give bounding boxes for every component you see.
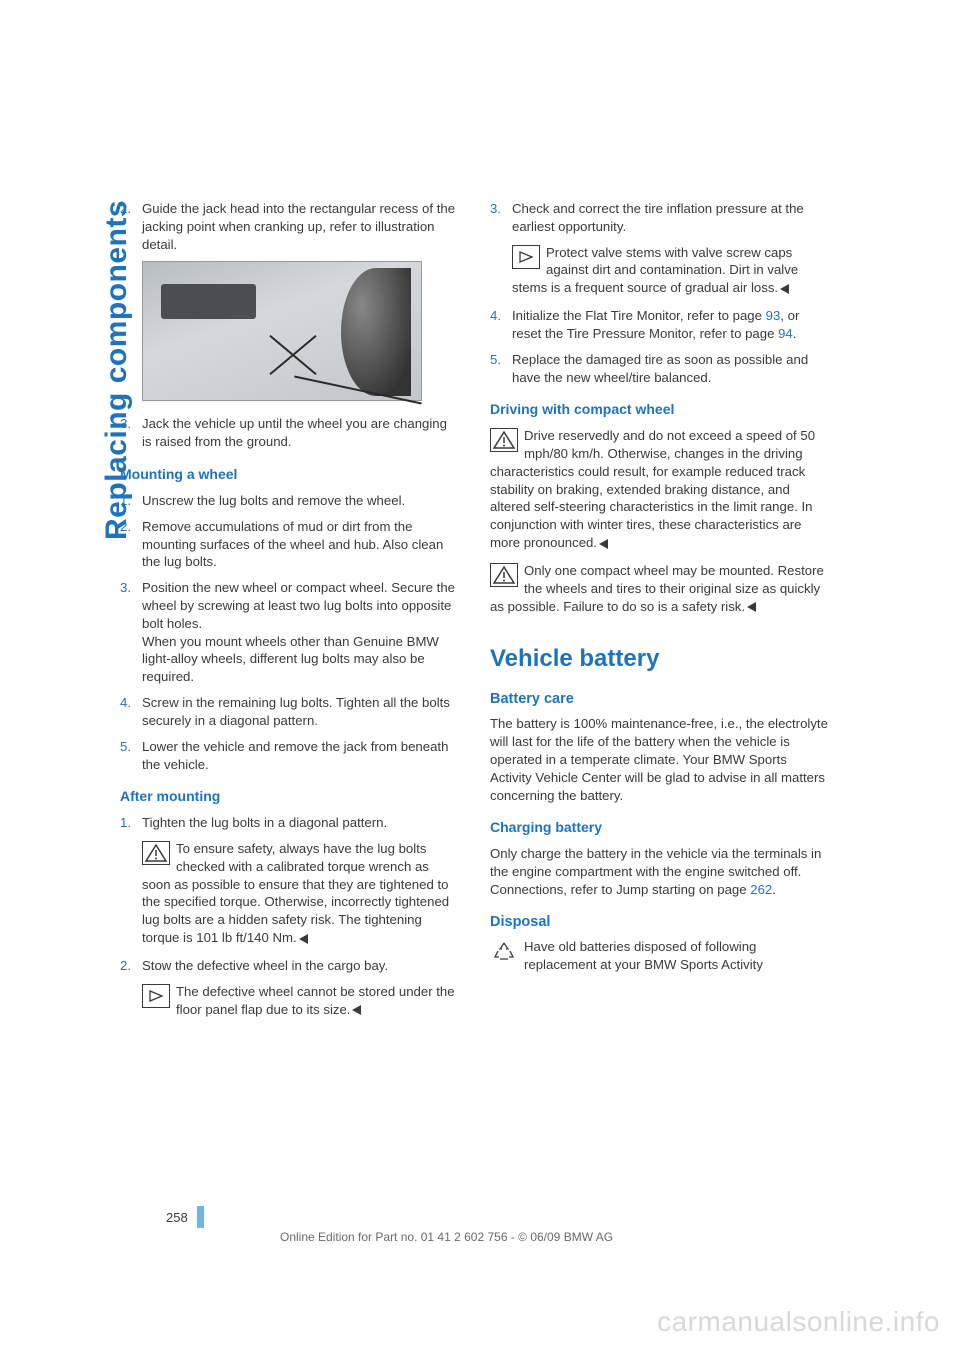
end-marker-icon [299,934,308,944]
jack-illustration [142,261,422,401]
tip-text: The defective wheel cannot be stored und… [176,984,455,1017]
list-item: 5. Lower the vehicle and remove the jack… [120,738,460,774]
item-number: 3. [490,200,512,236]
item-text: Guide the jack head into the rectangular… [142,200,460,253]
end-marker-icon [352,1005,361,1015]
item-text: Position the new wheel or compact wheel.… [142,579,460,686]
heading-battery-care: Battery care [490,690,830,710]
heading-disposal: Disposal [490,913,830,933]
item-text: Replace the damaged tire as soon as poss… [512,351,830,387]
item-number: 3. [120,579,142,686]
item-text: Unscrew the lug bolts and remove the whe… [142,492,460,510]
item-text: Screw in the remaining lug bolts. Tighte… [142,694,460,730]
warning-text: Drive reservedly and do not exceed a spe… [490,428,815,550]
warning-note: Only one compact wheel may be mounted. R… [490,562,830,615]
item-text: Initialize the Flat Tire Monitor, refer … [512,307,830,343]
item-text: Remove accumulations of mud or dirt from… [142,518,460,571]
watermark: carmanualsonline.info [657,1306,940,1338]
list-item: 2. Guide the jack head into the rectangu… [120,200,460,253]
warning-icon [490,563,518,587]
footer-text: Online Edition for Part no. 01 41 2 602 … [280,1230,613,1244]
list-item: 4. Screw in the remaining lug bolts. Tig… [120,694,460,730]
list-item: 3. Jack the vehicle up until the wheel y… [120,415,460,451]
warning-icon [142,841,170,865]
item-number: 4. [120,694,142,730]
heading-charging: Charging battery [490,818,830,837]
tip-text: Protect valve stems with valve screw cap… [512,245,798,296]
warning-icon [490,428,518,452]
list-item: 1. Tighten the lug bolts in a diagonal p… [120,814,460,832]
page-number: 258 [166,1210,188,1225]
item-text: Tighten the lug bolts in a diagonal patt… [142,814,460,832]
right-column: 3. Check and correct the tire inflation … [490,200,830,1028]
page-link[interactable]: 94 [778,326,793,341]
tip-note: The defective wheel cannot be stored und… [142,983,460,1019]
heading-after-mounting: After mounting [120,787,460,806]
heading-driving-compact: Driving with compact wheel [490,400,830,419]
recycle-icon [490,939,518,963]
item-number: 1. [120,492,142,510]
item-number: 1. [120,814,142,832]
tip-icon [142,984,170,1008]
list-item: 2. Remove accumulations of mud or dirt f… [120,518,460,571]
item-text: Stow the defective wheel in the cargo ba… [142,957,460,975]
item-number: 3. [120,415,142,451]
list-item: 3. Position the new wheel or compact whe… [120,579,460,686]
heading-vehicle-battery: Vehicle battery [490,643,830,675]
warning-text: Only one compact wheel may be mounted. R… [490,563,824,614]
heading-mounting: Mounting a wheel [120,465,460,484]
warning-note: Drive reservedly and do not exceed a spe… [490,427,830,552]
page-number-bar [197,1206,204,1228]
item-text: Jack the vehicle up until the wheel you … [142,415,460,451]
page-link[interactable]: 262 [750,882,772,897]
list-item: 5. Replace the damaged tire as soon as p… [490,351,830,387]
end-marker-icon [780,284,789,294]
left-column: 2. Guide the jack head into the rectangu… [120,200,460,1028]
warning-note: To ensure safety, always have the lug bo… [142,840,460,947]
item-number: 5. [490,351,512,387]
recycle-text: Have old batteries disposed of following… [524,939,763,972]
page-content: 2. Guide the jack head into the rectangu… [120,200,840,1028]
item-text: Lower the vehicle and remove the jack fr… [142,738,460,774]
page-link[interactable]: 93 [766,308,781,323]
list-item: 3. Check and correct the tire inflation … [490,200,830,236]
list-item: 1. Unscrew the lug bolts and remove the … [120,492,460,510]
list-item: 4. Initialize the Flat Tire Monitor, ref… [490,307,830,343]
tip-note: Protect valve stems with valve screw cap… [512,244,830,297]
item-text: Check and correct the tire inflation pre… [512,200,830,236]
list-item: 2. Stow the defective wheel in the cargo… [120,957,460,975]
recycle-note: Have old batteries disposed of following… [490,938,830,974]
item-number: 2. [120,200,142,253]
item-number: 4. [490,307,512,343]
item-number: 2. [120,518,142,571]
item-number: 2. [120,957,142,975]
paragraph: Only charge the battery in the vehicle v… [490,845,830,898]
end-marker-icon [599,539,608,549]
item-number: 5. [120,738,142,774]
end-marker-icon [747,602,756,612]
tip-icon [512,245,540,269]
paragraph: The battery is 100% maintenance-free, i.… [490,715,830,804]
warning-text: To ensure safety, always have the lug bo… [142,841,449,945]
